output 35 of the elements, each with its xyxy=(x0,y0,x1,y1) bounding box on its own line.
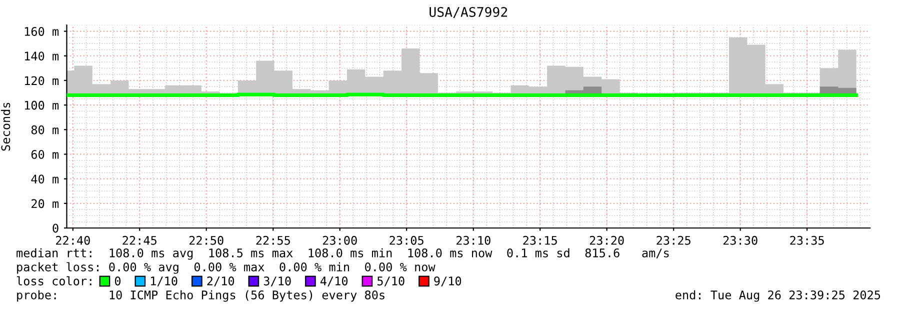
x-tick-label: 23:30 xyxy=(723,236,758,245)
y-tick-label: 0 xyxy=(52,224,58,233)
legend-label: 2/10 xyxy=(207,276,234,286)
x-tick-label: 22:55 xyxy=(256,236,290,245)
x-tick-label: 23:35 xyxy=(790,236,824,245)
text: end: Tue Aug 26 23:39:25 2025 xyxy=(676,290,880,302)
y-tick-label: 140 m xyxy=(24,52,59,61)
legend-label: 3/10 xyxy=(264,276,291,286)
x-tick-label: 23:10 xyxy=(456,236,490,245)
legend-label: 9/10 xyxy=(434,276,462,286)
legend-label: 4/10 xyxy=(320,276,348,286)
x-tick-label: 23:00 xyxy=(322,236,357,245)
chart-title: USA/AS7992 xyxy=(430,6,508,18)
x-tick-label: 23:20 xyxy=(590,236,624,245)
y-tick-label: 80 m xyxy=(31,125,59,134)
legend-label: 5/10 xyxy=(377,276,404,286)
text: packet loss: 0.00 % avg 0.00 % max 0.00 % min 0.00 % now xyxy=(17,262,436,274)
y-tick-label: 160 m xyxy=(24,27,59,36)
x-tick-label: 22:40 xyxy=(56,236,90,245)
text: probe: 10 ICMP Echo Pings (56 Bytes) every 80s xyxy=(17,290,384,302)
y-tick-label: 40 m xyxy=(31,174,59,184)
y-tick-label: 60 m xyxy=(31,150,59,159)
x-tick-label: 22:50 xyxy=(189,236,224,245)
x-tick-label: 23:25 xyxy=(656,236,690,245)
y-tick-label: 100 m xyxy=(24,100,59,110)
y-tick-label: 120 m xyxy=(24,76,59,86)
y-tick-label: 20 m xyxy=(32,199,59,208)
text: median rtt: 108.0 ms avg 108.5 ms max 108.0 ms min 108.0 ms now 0.1 ms sd 815.6 am/s xyxy=(16,248,669,260)
x-tick-label: 22:45 xyxy=(122,236,156,245)
y-axis-title: Seconds xyxy=(1,102,10,151)
x-tick-label: 23:15 xyxy=(523,236,557,245)
x-tick-label: 23:05 xyxy=(390,236,424,245)
legend-label: 1/10 xyxy=(151,276,178,286)
legend-title: loss color: xyxy=(16,276,92,286)
legend-label: 0 xyxy=(114,276,121,286)
